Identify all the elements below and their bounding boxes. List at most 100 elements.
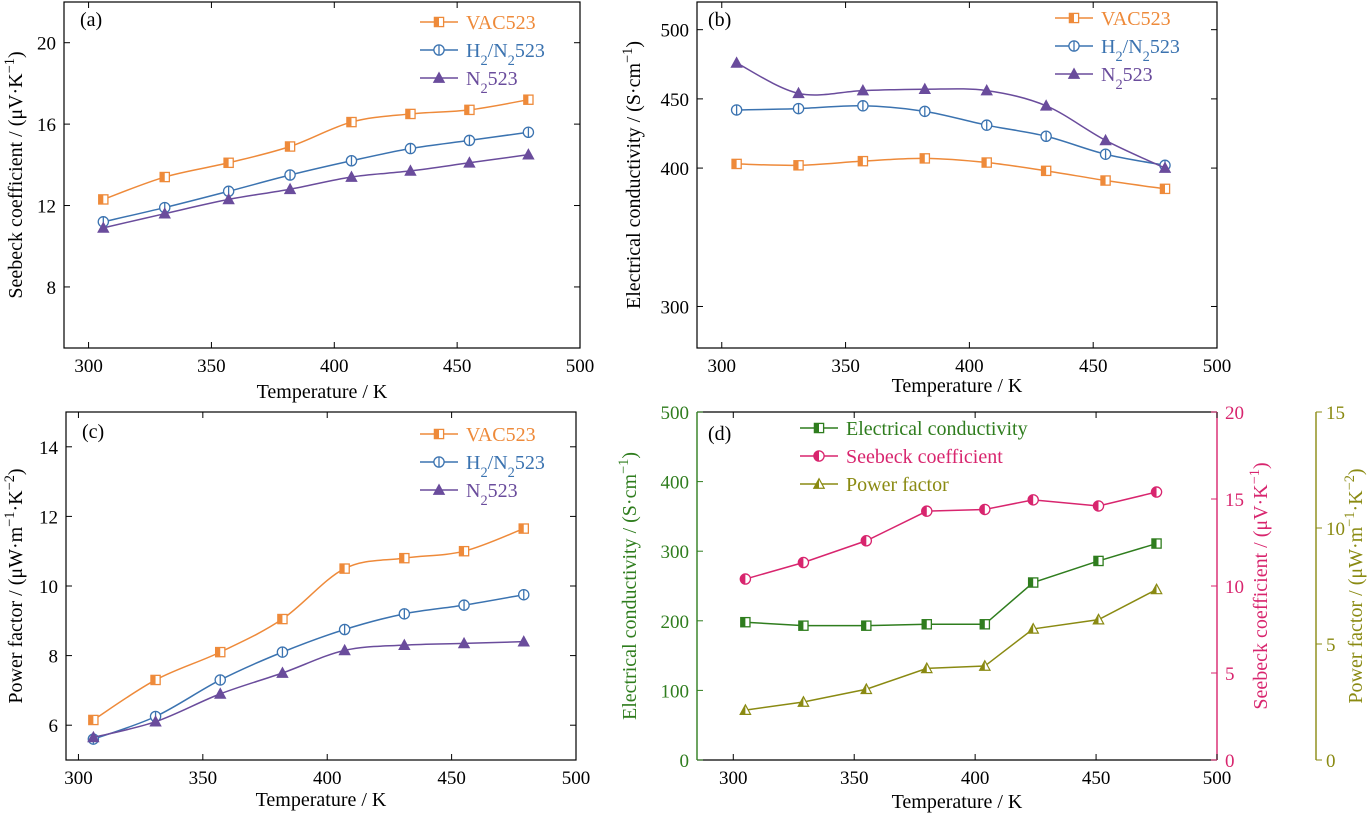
data-point [522,148,535,160]
x-tick-label: 400 [313,768,342,789]
data-point-fill [346,117,352,127]
x-tick-label: 450 [1079,356,1108,377]
x-tick-label: 500 [1203,768,1232,789]
x-tick-label: 400 [955,356,984,377]
y-axis-title: Electrical conductivity / (S·cm−1) [616,452,641,720]
panel-label: (c) [82,421,104,443]
y-right-tick-label: 0 [1225,751,1235,772]
data-point-fill [1093,614,1099,624]
data-point-fill [399,553,405,563]
x-tick-label: 350 [189,768,218,789]
y-tick-label: 300 [661,297,690,318]
x-axis-title: Temperature / K [256,789,387,811]
x-tick-label: 350 [197,356,226,377]
data-point-fill [980,619,985,629]
data-point-fill [979,660,985,671]
x-tick-label: 350 [831,356,860,377]
panel-label: (a) [80,9,102,31]
data-point-fill [464,105,470,115]
data-point-fill [1151,486,1157,498]
data-point [158,207,171,219]
legend-marker-fill [1069,13,1074,23]
legend-marker-fill [434,429,439,439]
y-tick-label: 200 [661,612,690,633]
series-line-1 [745,491,1157,580]
x-tick-label: 350 [840,768,869,789]
x-tick-label: 300 [708,356,737,377]
y-tick-label: 100 [661,681,690,702]
x-tick-label: 450 [437,768,466,789]
data-point [1039,99,1053,111]
data-point-fill [921,506,927,517]
series-line-0 [745,542,1157,627]
data-point-fill [98,194,104,205]
data-point [463,156,476,168]
data-point-fill [277,614,283,624]
series-line-2 [103,153,529,229]
data-point [222,192,235,205]
data-point-fill [979,504,985,515]
data-point [276,666,289,678]
data-point-fill [1100,175,1106,186]
legend-marker [432,483,446,495]
data-point [918,82,932,95]
data-point-fill [740,617,746,627]
data-point-fill [861,621,867,631]
data-point-fill [215,647,221,657]
y-tick-label: 0 [680,751,690,772]
legend-label: Seebeck coefficient [846,446,1003,468]
data-point-fill [793,160,799,170]
data-point [792,86,805,99]
data-point-fill [982,157,987,168]
chart-panel-b: 300 350 400 450 500 300 400 450 500 Temperature /… [620,1,1231,397]
x-tick-label: 500 [562,768,591,789]
y-tick-label: 400 [661,159,690,180]
series-line-0 [736,157,1166,190]
data-point [517,635,530,647]
legend-label: VAC523 [466,12,536,34]
data-point-fill [1028,577,1034,588]
y-right-tick-label: 10 [1225,577,1244,598]
legend-label: VAC523 [1101,8,1171,30]
data-point-fill [405,109,411,119]
data-point-fill [1093,556,1099,566]
data-point-fill [523,95,529,105]
data-point [214,687,227,699]
series-line-1 [736,105,1166,167]
y-right-tick-label: 20 [1225,403,1244,424]
y-tick-label: 8 [47,278,57,299]
series-line-2 [745,588,1157,711]
data-point-fill [740,573,746,585]
data-point [730,56,743,68]
data-point-fill [519,523,524,534]
data-point-fill [1151,584,1157,594]
y-right2-tick-label: 0 [1326,751,1336,772]
data-point-fill [1151,538,1157,549]
panel-label: (b) [708,9,731,31]
x-tick-label: 450 [443,356,472,377]
y-tick-label: 500 [661,403,690,424]
y-tick-label: 20 [37,34,56,55]
legend-label: N2523 [466,68,518,97]
plot-frame [63,1,581,349]
legend-marker-fill [814,423,819,433]
x-tick-label: 500 [566,356,595,377]
data-point-fill [1028,494,1034,505]
chart-panel-a: 300 350 400 450 500 8 12 16 20 Temperature / K See… [2,1,595,403]
legend-marker-fill [813,478,819,489]
chart-panel-d: 300 350 400 450 5000100200300400500051015200… [616,403,1367,813]
y-tick-label: 10 [39,577,58,598]
x-axis-title: Temperature / K [257,381,388,403]
data-point-fill [858,156,863,166]
y-right2-tick-label: 15 [1326,403,1345,424]
data-point [338,643,351,656]
x-tick-label: 300 [74,356,103,377]
data-point [97,221,110,233]
legend-label: Electrical conductivity [846,418,1028,440]
data-point [149,715,162,727]
data-point [404,164,417,176]
legend-label: VAC523 [466,424,536,446]
x-tick-label: 400 [961,768,990,789]
y-tick-label: 12 [37,197,56,218]
